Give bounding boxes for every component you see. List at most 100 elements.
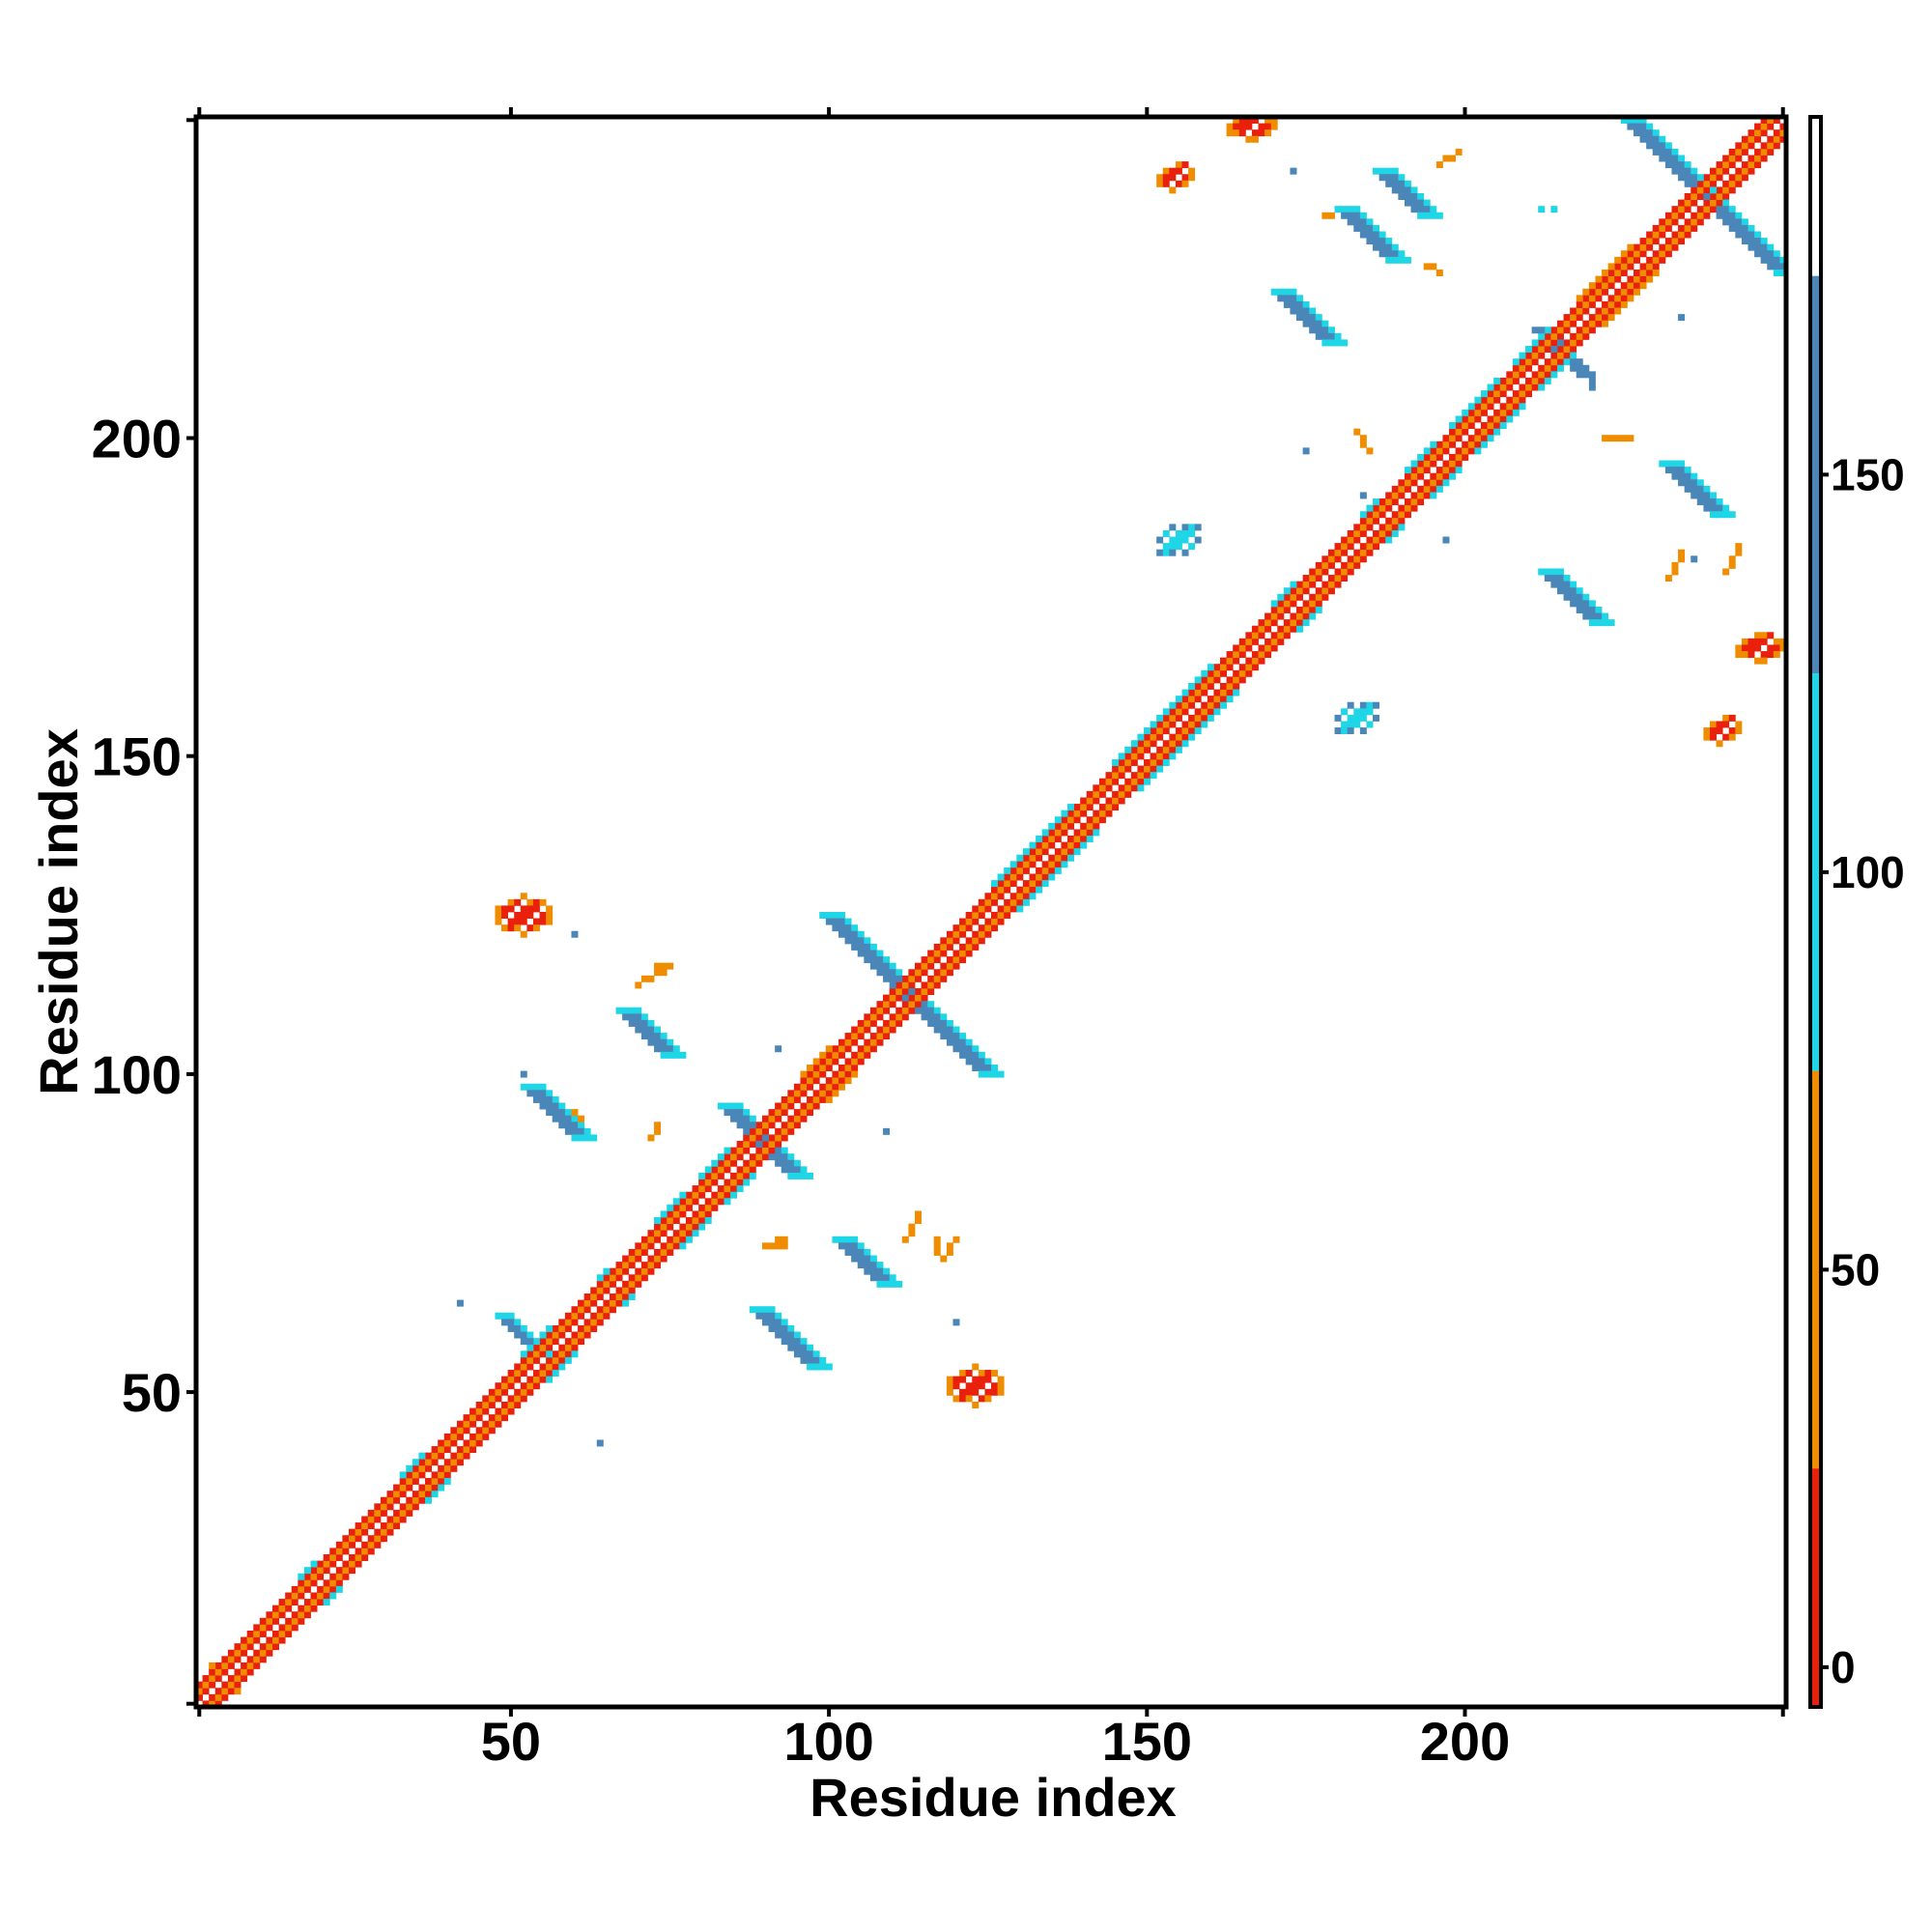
heatmap-cell xyxy=(1004,886,1011,894)
heatmap-cell xyxy=(1678,460,1686,468)
heatmap-cell xyxy=(399,1509,407,1517)
heatmap-cell xyxy=(1773,638,1780,645)
heatmap-cell xyxy=(1373,714,1380,722)
heatmap-cell xyxy=(1366,517,1374,525)
heatmap-cell xyxy=(615,1262,623,1269)
heatmap-cell xyxy=(1258,651,1265,659)
heatmap-cell xyxy=(1220,682,1227,690)
heatmap-cell xyxy=(546,1095,554,1103)
heatmap-cell xyxy=(1169,721,1177,728)
heatmap-cell xyxy=(679,1230,687,1237)
heatmap-cell xyxy=(520,1070,527,1078)
heatmap-cell xyxy=(418,1452,426,1460)
heatmap-cell xyxy=(241,1662,248,1669)
heatmap-cell xyxy=(628,1007,636,1014)
heatmap-cell xyxy=(959,918,967,925)
heatmap-cell xyxy=(654,969,662,977)
heatmap-cell xyxy=(1607,275,1615,283)
heatmap-cell xyxy=(1378,167,1386,175)
heatmap-cell xyxy=(743,1109,751,1117)
heatmap-cell xyxy=(889,1280,896,1288)
heatmap-cell xyxy=(1391,529,1399,537)
heatmap-cell xyxy=(1538,206,1546,213)
heatmap-cell xyxy=(749,1127,756,1135)
heatmap-cell xyxy=(399,1471,407,1479)
heatmap-cell xyxy=(1194,689,1202,696)
heatmap-cell xyxy=(1620,435,1628,442)
heatmap-cell xyxy=(596,1293,604,1301)
heatmap-cell xyxy=(1321,581,1329,588)
heatmap-cell xyxy=(1150,733,1157,741)
heatmap-cell xyxy=(755,1159,763,1167)
heatmap-cell xyxy=(1112,765,1120,773)
heatmap-cell xyxy=(539,1090,547,1097)
heatmap-cell xyxy=(520,930,527,938)
heatmap-cell xyxy=(514,1363,522,1371)
heatmap-cell xyxy=(1359,714,1367,722)
heatmap-cell xyxy=(1684,206,1691,213)
heatmap-cell xyxy=(667,1223,674,1231)
heatmap-cell xyxy=(1054,867,1062,874)
heatmap-cell xyxy=(1588,314,1596,322)
heatmap-cell xyxy=(997,1382,1005,1390)
heatmap-cell xyxy=(355,1553,362,1561)
heatmap-cell xyxy=(768,1134,776,1142)
heatmap-cell xyxy=(438,1464,445,1472)
heatmap-cell xyxy=(755,1141,763,1148)
heatmap-cell xyxy=(1595,275,1603,283)
heatmap-cell xyxy=(704,1179,712,1186)
heatmap-cell xyxy=(946,1248,953,1256)
heatmap-cell xyxy=(1105,797,1113,805)
heatmap-cell xyxy=(768,1153,776,1161)
heatmap-cell xyxy=(781,1331,788,1339)
heatmap-cell xyxy=(647,1019,655,1027)
heatmap-cell xyxy=(819,1070,827,1078)
heatmap-cell xyxy=(1359,517,1367,525)
heatmap-cell xyxy=(1124,753,1132,760)
heatmap-cell xyxy=(1582,606,1590,613)
heatmap-cell xyxy=(807,1070,814,1078)
heatmap-cell xyxy=(539,1344,547,1351)
heatmap-cell xyxy=(1347,536,1354,544)
heatmap-cell xyxy=(1487,428,1494,436)
heatmap-cell xyxy=(793,1083,801,1091)
heatmap-cell xyxy=(291,1599,298,1606)
heatmap-cell xyxy=(1194,676,1202,684)
heatmap-cell xyxy=(1716,174,1723,182)
heatmap-cell xyxy=(1181,536,1189,544)
heatmap-cell xyxy=(1188,714,1196,722)
heatmap-cell xyxy=(965,1382,973,1390)
heatmap-cell xyxy=(1404,180,1411,187)
heatmap-cell xyxy=(952,1045,960,1053)
heatmap-cell xyxy=(1270,288,1278,296)
heatmap-cell xyxy=(812,1077,820,1085)
heatmap-cell xyxy=(406,1509,413,1517)
heatmap-cell xyxy=(266,1649,273,1657)
heatmap-cell xyxy=(1169,714,1177,722)
heatmap-cell xyxy=(1404,199,1411,207)
heatmap-cell xyxy=(869,962,877,970)
heatmap-cell xyxy=(1315,593,1322,601)
heatmap-cell xyxy=(1112,772,1120,780)
heatmap-cell xyxy=(1315,575,1322,582)
heatmap-cell xyxy=(1398,504,1406,512)
heatmap-cell xyxy=(921,956,928,964)
heatmap-cell xyxy=(1041,861,1049,868)
heatmap-cell xyxy=(807,1083,814,1091)
heatmap-cell xyxy=(1455,460,1463,468)
heatmap-cell xyxy=(1556,346,1564,353)
heatmap-cell xyxy=(972,905,980,913)
heatmap-cell xyxy=(1366,708,1374,716)
heatmap-cell xyxy=(660,1038,668,1046)
heatmap-cell xyxy=(660,1242,668,1250)
heatmap-cell xyxy=(749,1172,756,1179)
heatmap-cell xyxy=(1283,587,1291,595)
heatmap-cell xyxy=(1773,263,1780,270)
heatmap-cell xyxy=(272,1643,279,1651)
heatmap-cell xyxy=(1105,810,1113,817)
heatmap-cell xyxy=(1175,167,1182,175)
heatmap-cell xyxy=(876,1274,884,1282)
heatmap-cell xyxy=(1639,129,1647,137)
heatmap-cell xyxy=(800,1356,808,1364)
heatmap-cell xyxy=(654,1223,662,1231)
